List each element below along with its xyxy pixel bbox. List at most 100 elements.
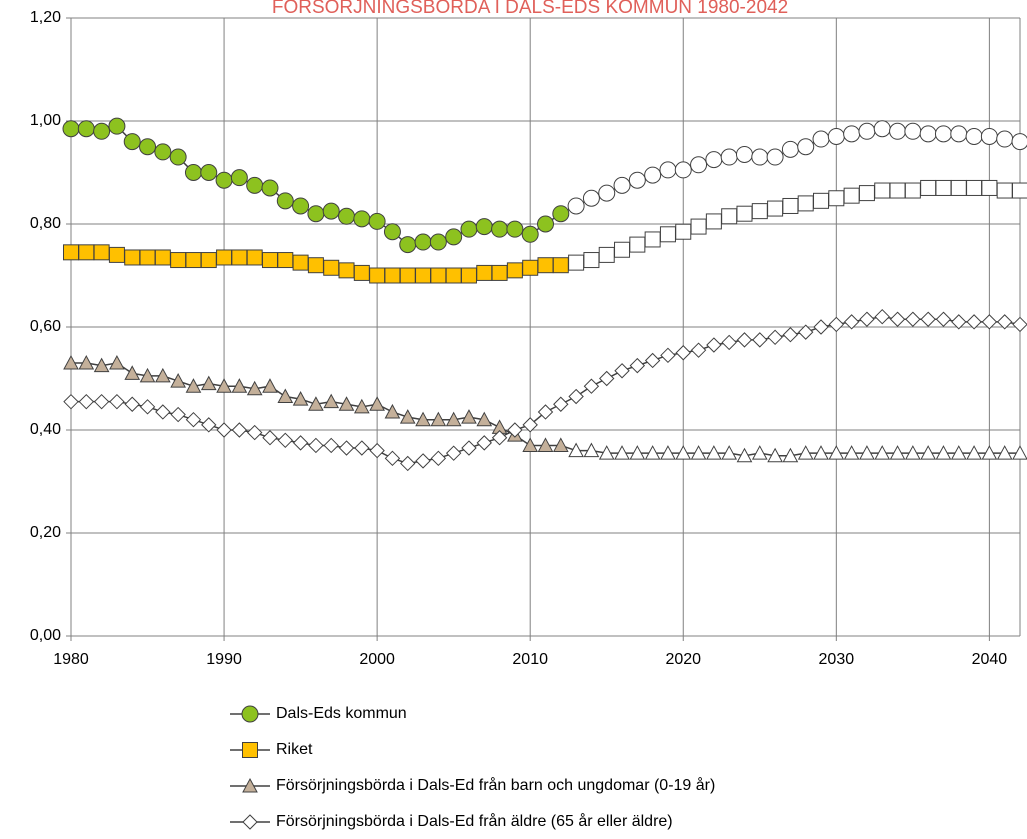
marker: [461, 409, 477, 424]
marker: [920, 311, 936, 327]
marker: [874, 445, 891, 460]
marker: [308, 437, 324, 454]
marker: [981, 179, 998, 196]
marker: [782, 327, 799, 343]
legend-label: Försörjningsbörda i Dals-Ed från barn oc…: [276, 776, 715, 794]
marker: [216, 378, 232, 393]
marker: [706, 337, 722, 353]
marker: [445, 445, 462, 461]
marker: [476, 435, 492, 451]
marker: [950, 179, 967, 196]
marker: [261, 179, 279, 197]
marker: [155, 404, 171, 420]
marker: [767, 200, 784, 217]
marker: [644, 445, 661, 460]
marker: [369, 442, 385, 459]
marker: [614, 241, 631, 258]
marker: [690, 156, 708, 174]
y-tick-label: 0,00: [30, 627, 61, 644]
marker: [139, 249, 156, 266]
legend-marker: [241, 705, 259, 723]
marker: [262, 378, 278, 393]
marker: [629, 236, 646, 253]
marker: [430, 267, 447, 284]
marker: [889, 311, 906, 327]
marker: [751, 148, 769, 166]
marker: [384, 450, 401, 467]
marker: [552, 257, 569, 274]
marker: [721, 334, 737, 351]
marker: [185, 411, 202, 428]
marker: [124, 249, 141, 266]
marker: [63, 354, 79, 370]
x-tick-label: 2000: [359, 651, 395, 668]
marker: [139, 138, 157, 156]
marker: [78, 244, 95, 261]
marker: [139, 367, 156, 383]
marker: [430, 411, 447, 427]
marker: [950, 445, 967, 460]
marker: [323, 393, 340, 409]
marker: [568, 388, 584, 405]
marker: [277, 252, 294, 269]
marker: [200, 252, 217, 269]
marker: [124, 396, 140, 412]
marker: [200, 375, 217, 391]
marker: [660, 445, 676, 460]
marker: [659, 226, 676, 243]
marker: [951, 314, 967, 330]
marker: [720, 148, 738, 166]
marker: [475, 218, 493, 236]
marker: [461, 440, 477, 456]
marker: [889, 445, 906, 460]
marker: [170, 252, 187, 269]
marker: [920, 179, 937, 196]
legend-label: Riket: [276, 741, 313, 758]
x-tick-label: 1990: [206, 651, 242, 668]
marker: [1012, 316, 1027, 333]
marker: [522, 259, 539, 276]
marker: [874, 182, 891, 199]
marker: [78, 354, 95, 370]
marker: [751, 445, 768, 460]
marker: [93, 357, 110, 373]
marker: [460, 267, 477, 284]
marker: [981, 314, 998, 330]
marker: [537, 215, 554, 233]
marker: [797, 195, 814, 212]
marker: [154, 249, 171, 266]
marker: [476, 264, 493, 281]
marker: [690, 342, 707, 358]
marker: [813, 192, 830, 209]
marker: [980, 127, 998, 145]
marker: [935, 179, 952, 196]
marker: [675, 445, 692, 460]
marker: [292, 254, 309, 271]
marker: [843, 125, 861, 143]
marker: [537, 437, 554, 452]
marker: [950, 125, 968, 143]
marker: [369, 267, 386, 284]
marker: [660, 347, 676, 364]
marker: [843, 314, 860, 330]
marker: [552, 205, 570, 223]
marker: [966, 179, 983, 196]
marker: [752, 332, 768, 348]
marker: [675, 345, 691, 361]
marker: [889, 182, 906, 199]
marker: [384, 403, 401, 419]
marker: [93, 122, 111, 140]
marker: [170, 406, 186, 423]
marker: [598, 246, 615, 263]
marker: [307, 205, 325, 223]
marker: [644, 352, 661, 369]
marker: [614, 445, 630, 460]
marker: [797, 445, 814, 460]
marker: [858, 185, 875, 202]
marker: [170, 373, 186, 388]
marker: [491, 430, 508, 446]
marker: [659, 161, 677, 179]
marker: [353, 264, 370, 281]
marker: [919, 125, 937, 143]
marker: [231, 249, 248, 266]
